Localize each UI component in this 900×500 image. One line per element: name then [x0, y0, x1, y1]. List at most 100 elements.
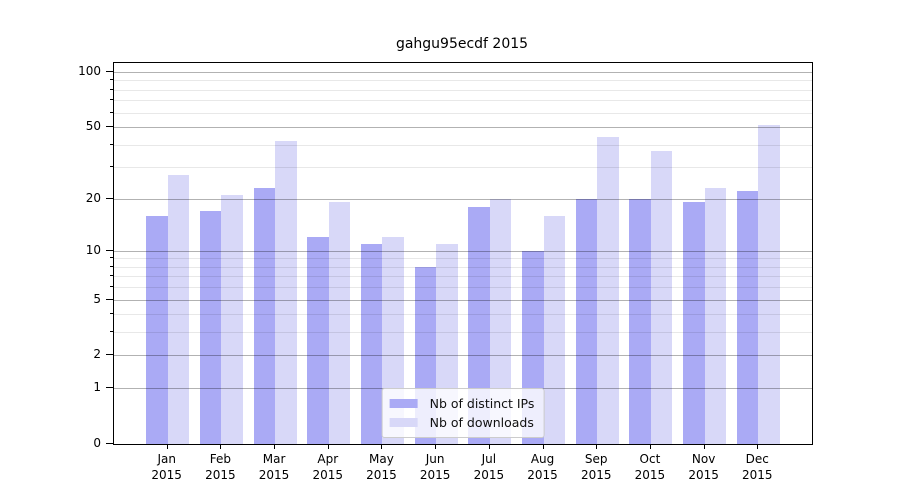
x-tick-year: 2015 — [527, 468, 558, 482]
x-tick-year: 2015 — [473, 468, 505, 482]
x-tick-mark-mar — [274, 444, 276, 449]
y-tick-label-50: 50 — [85, 118, 101, 133]
bar-downloads-sep — [597, 137, 619, 444]
y-minor-tick-mark-9 — [110, 257, 113, 259]
x-tick-year: 2015 — [688, 468, 719, 482]
x-tick-year: 2015 — [151, 468, 182, 482]
x-tick-month: Nov — [691, 452, 716, 466]
y-minor-tick-mark-60 — [110, 111, 113, 113]
y-minor-tick-mark-8 — [110, 265, 113, 267]
bar-ips-sep — [575, 198, 598, 444]
bar-downloads-jan — [167, 175, 190, 444]
y-tick-label-5: 5 — [93, 291, 101, 306]
y-tick-mark-100 — [106, 70, 113, 72]
x-tick-label-feb: Feb 2015 — [188, 451, 252, 483]
y-tick-label-2: 2 — [93, 347, 101, 362]
y-tick-mark-2 — [106, 354, 113, 356]
bar-downloads-nov — [704, 187, 727, 444]
y-minor-tick-mark-90 — [110, 79, 113, 81]
bar-downloads-oct — [650, 150, 673, 444]
x-tick-year: 2015 — [419, 468, 451, 482]
y-tick-label-1: 1 — [93, 380, 101, 395]
y-tick-mark-10 — [106, 249, 113, 251]
x-tick-mark-feb — [220, 444, 222, 449]
y-tick-mark-5 — [106, 298, 113, 300]
y-tick-mark-1 — [106, 387, 113, 389]
legend-swatch-downloads — [389, 418, 418, 427]
bar-downloads-aug — [543, 215, 566, 444]
legend-row-downloads: Nb of downloads — [389, 413, 535, 432]
x-tick-year: 2015 — [366, 468, 397, 482]
x-tick-mark-oct — [649, 444, 651, 449]
x-tick-mark-aug — [542, 444, 544, 449]
x-tick-year: 2015 — [742, 468, 773, 482]
bar-ips-feb — [199, 210, 222, 444]
x-tick-mark-may — [381, 444, 383, 449]
y-minor-tick-mark-70 — [110, 99, 113, 101]
x-tick-month: Jan — [157, 452, 176, 466]
x-tick-year: 2015 — [580, 468, 612, 482]
bar-ips-jul — [468, 206, 490, 444]
x-tick-month: Apr — [317, 452, 339, 466]
bar-downloads-jul — [489, 198, 512, 444]
x-tick-month: Jul — [481, 452, 497, 466]
plot-area: Nb of distinct IPs Nb of downloads — [113, 62, 813, 445]
x-tick-mark-apr — [327, 444, 329, 449]
bar-downloads-dec — [758, 125, 780, 444]
y-minor-tick-mark-4 — [110, 313, 113, 315]
y-tick-mark-0 — [106, 443, 113, 444]
y-tick-label-100: 100 — [78, 63, 101, 78]
x-tick-label-oct: Oct 2015 — [618, 451, 682, 483]
bar-ips-may — [360, 243, 383, 444]
y-minor-tick-mark-40 — [110, 143, 113, 145]
y-tick-mark-20 — [106, 197, 113, 199]
x-tick-label-mar: Mar 2015 — [242, 451, 306, 483]
x-tick-label-jun: Jun 2015 — [403, 451, 467, 483]
x-tick-label-nov: Nov 2015 — [672, 451, 736, 483]
x-tick-year: 2015 — [634, 468, 666, 482]
bar-ips-jan — [146, 215, 168, 444]
y-tick-label-0: 0 — [93, 436, 101, 450]
legend-label-ips: Nb of distinct IPs — [429, 396, 535, 411]
x-tick-mark-jan — [166, 444, 168, 449]
bar-ips-oct — [629, 198, 651, 444]
bar-ips-nov — [683, 202, 705, 444]
legend-label-downloads: Nb of downloads — [429, 415, 534, 430]
x-tick-month: Jun — [425, 452, 445, 466]
y-tick-label-20: 20 — [85, 190, 101, 205]
x-tick-mark-jun — [435, 444, 437, 449]
x-tick-year: 2015 — [258, 468, 290, 482]
x-tick-month: Mar — [262, 452, 286, 466]
y-tick-label-10: 10 — [85, 242, 101, 257]
x-tick-label-jul: Jul 2015 — [457, 451, 521, 483]
bars-layer — [114, 63, 812, 444]
bar-downloads-mar — [275, 140, 297, 444]
x-tick-month: Dec — [745, 452, 769, 466]
x-tick-mark-sep — [596, 444, 598, 449]
y-minor-tick-mark-80 — [110, 88, 113, 90]
x-tick-label-aug: Aug 2015 — [511, 451, 575, 483]
x-tick-year: 2015 — [205, 468, 236, 482]
y-minor-tick-mark-7 — [110, 275, 113, 277]
bar-downloads-apr — [328, 202, 351, 444]
x-tick-month: Aug — [530, 452, 555, 466]
x-tick-label-may: May 2015 — [349, 451, 413, 483]
x-tick-month: Feb — [209, 452, 231, 466]
legend: Nb of distinct IPs Nb of downloads — [381, 388, 545, 438]
bar-ips-apr — [307, 237, 329, 444]
y-minor-tick-mark-3 — [110, 331, 113, 333]
x-tick-mark-nov — [703, 444, 705, 449]
y-minor-tick-mark-6 — [110, 286, 113, 288]
x-tick-month: Sep — [584, 452, 608, 466]
chart-title: gahgu95ecdf 2015 — [395, 36, 529, 52]
x-tick-year: 2015 — [312, 468, 344, 482]
bar-downloads-feb — [221, 194, 243, 444]
bar-ips-dec — [736, 191, 759, 444]
x-tick-label-apr: Apr 2015 — [296, 451, 360, 483]
y-minor-tick-mark-30 — [110, 166, 113, 168]
legend-swatch-ips — [389, 399, 418, 408]
x-tick-label-jan: Jan 2015 — [135, 451, 199, 483]
legend-row-ips: Nb of distinct IPs — [389, 394, 535, 413]
x-tick-mark-jul — [488, 444, 490, 449]
